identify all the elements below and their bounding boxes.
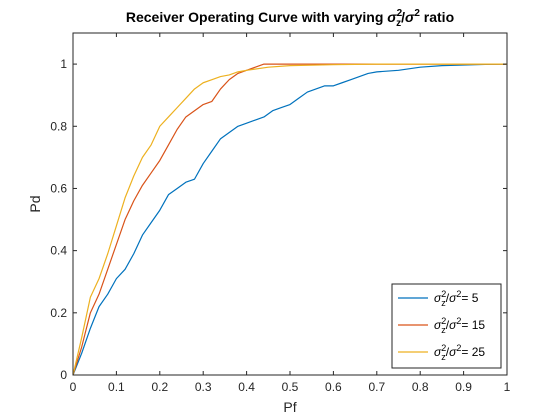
y-tick-label: 0.6 (50, 181, 67, 195)
x-tick-label: 0.7 (368, 380, 385, 394)
x-tick-label: 0.8 (412, 380, 429, 394)
x-tick-label: 0.2 (151, 380, 168, 394)
chart-title: Receiver Operating Curve with varying σ2… (126, 8, 454, 29)
title-sub-z: z (396, 18, 401, 29)
legend-label-15: σ2 z/σ2= 15 (434, 316, 485, 335)
series-lines (72, 63, 508, 376)
series-line-5 (72, 63, 508, 376)
x-axis-label: Pf (283, 399, 296, 415)
title-prefix: Receiver Operating Curve with varying (126, 9, 387, 25)
x-tick-label: 0.9 (455, 380, 472, 394)
x-tick-label: 1 (504, 380, 511, 394)
title-sup: 2 (414, 8, 420, 19)
y-tick-label: 0.4 (50, 244, 67, 258)
title-suffix: ratio (420, 9, 454, 25)
y-tick-label: 0.2 (50, 306, 67, 320)
x-tick-label: 0.4 (238, 380, 255, 394)
y-tick-label: 0 (60, 368, 67, 382)
series-line-15 (72, 63, 507, 376)
x-tick-label: 0.3 (195, 380, 212, 394)
title-slash: / (401, 9, 405, 25)
y-axis-label: Pd (27, 195, 43, 212)
axis-ticks: 0 0.1 0.2 0.3 0.4 0.5 0.6 0.7 0.8 0.9 1 0 0.2 0.4 0.6 0… (50, 33, 511, 394)
legend-label-25: σ2 z/σ2= 25 (434, 343, 485, 362)
x-tick-label: 0 (70, 380, 77, 394)
legend-label-5: σ2 z/σ2= 5 (434, 289, 479, 308)
legend: σ2 z/σ2= 5 σ2 z/σ2= 15 σ2 z/σ2= 25 (391, 283, 502, 369)
x-tick-label: 0.1 (108, 380, 125, 394)
y-tick-label: 0.8 (50, 119, 67, 133)
title-sup-z: 2 (397, 8, 403, 19)
x-tick-label: 0.5 (282, 380, 299, 394)
series-line-25 (72, 63, 507, 376)
title-sigma: σ (405, 9, 415, 25)
title-sigma-z: σ (387, 9, 397, 25)
x-tick-label: 0.6 (325, 380, 342, 394)
y-tick-label: 1 (60, 57, 67, 71)
